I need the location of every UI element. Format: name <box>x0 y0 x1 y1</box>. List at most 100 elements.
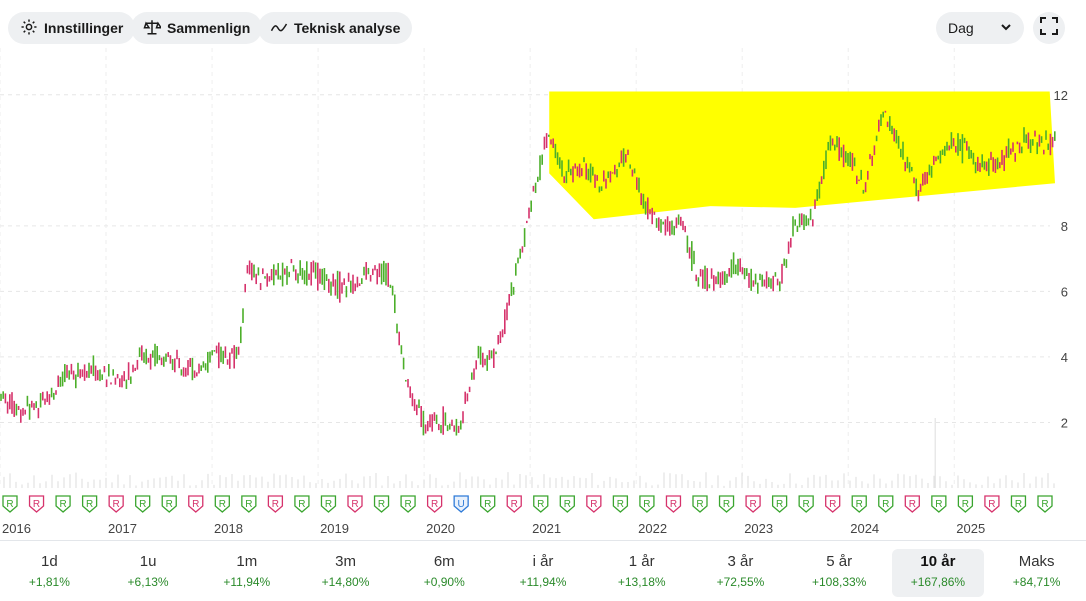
event-label: R <box>882 499 889 510</box>
range-button-1[interactable]: 1u +6,13% <box>102 549 194 597</box>
event-shield-icon <box>798 495 814 513</box>
event-shield-icon <box>320 495 337 513</box>
range-button-10[interactable]: Maks +84,71% <box>991 549 1083 597</box>
event-marker: R <box>28 495 45 513</box>
event-label: R <box>696 499 703 510</box>
event-marker: R <box>984 495 1000 513</box>
event-marker: R <box>373 495 390 513</box>
event-label: R <box>564 499 571 510</box>
event-shield-icon <box>214 495 230 513</box>
price-chart[interactable]: 2 4 6 8 12 2016 2017 2018 2019 2020 2021 2022 2023 20… <box>0 48 1086 540</box>
x-tick-label: 2016 <box>2 521 31 536</box>
event-marker: R <box>2 495 18 513</box>
event-label: R <box>6 499 13 510</box>
event-marker: R <box>55 495 71 513</box>
event-marker: R <box>931 495 947 513</box>
event-label: R <box>776 499 783 510</box>
event-shield-icon <box>957 495 974 513</box>
event-marker: R <box>161 495 177 513</box>
event-marker: R <box>294 495 310 513</box>
event-label: R <box>325 499 332 510</box>
range-button-7[interactable]: 3 år +72,55% <box>694 549 786 597</box>
range-button-8[interactable]: 5 år +108,33% <box>793 549 885 597</box>
event-label: R <box>59 499 66 510</box>
event-label: R <box>1015 499 1022 510</box>
event-shield-icon <box>373 495 390 513</box>
y-tick-label: 8 <box>1061 219 1068 234</box>
compare-button[interactable]: Sammenlign <box>131 12 263 44</box>
event-marker: R <box>108 495 124 513</box>
event-marker: R <box>188 495 204 513</box>
event-shield-icon <box>241 495 257 513</box>
event-shield-icon <box>506 495 522 513</box>
event-shield-icon <box>612 495 629 513</box>
range-change: +11,94% <box>223 575 271 589</box>
event-shield-icon <box>745 495 761 513</box>
x-tick-label: 2018 <box>214 521 243 536</box>
event-shield-icon <box>267 495 284 513</box>
event-marker: R <box>347 495 363 513</box>
event-marker: R <box>851 495 867 513</box>
event-marker: R <box>1037 495 1053 513</box>
event-label: R <box>988 499 995 510</box>
event-marker: R <box>533 495 549 513</box>
event-marker: R <box>798 495 814 513</box>
event-marker: U <box>453 495 469 513</box>
range-button-2[interactable]: 1m +11,94% <box>201 549 293 597</box>
event-label: R <box>378 499 385 510</box>
event-shield-icon <box>1037 495 1053 513</box>
y-tick-label: 12 <box>1054 88 1068 103</box>
range-label: Maks <box>1018 553 1055 570</box>
range-button-6[interactable]: 1 år +13,18% <box>596 549 688 597</box>
fullscreen-button[interactable] <box>1033 12 1065 44</box>
event-shield-icon <box>81 495 98 513</box>
range-change: +13,18% <box>617 575 666 589</box>
scale-icon <box>143 18 163 39</box>
event-label: R <box>298 499 305 510</box>
event-marker: R <box>480 495 496 513</box>
event-label: R <box>1041 499 1048 510</box>
event-shield-icon <box>108 495 124 513</box>
range-label: 5 år <box>826 553 853 570</box>
event-marker: R <box>904 495 920 513</box>
interval-value: Dag <box>948 20 974 36</box>
event-shield-icon <box>533 495 549 513</box>
event-shield-icon <box>453 495 469 513</box>
range-label: 1m <box>236 553 258 570</box>
event-shield-icon <box>426 495 443 513</box>
event-marker: R <box>878 495 894 513</box>
range-button-9[interactable]: 10 år +167,86% <box>891 549 984 597</box>
event-marker: R <box>745 495 761 513</box>
x-tick-label: 2019 <box>320 521 349 536</box>
highlight-band <box>549 91 1055 220</box>
event-marker: R <box>612 495 629 513</box>
event-shield-icon <box>984 495 1000 513</box>
technical-analysis-button[interactable]: Teknisk analyse <box>258 12 413 44</box>
interval-select[interactable]: Dag <box>936 12 1024 44</box>
event-label: R <box>139 499 146 510</box>
range-label: 1 år <box>628 553 655 570</box>
event-marker: R <box>665 495 682 513</box>
range-label: 3m <box>335 553 356 570</box>
settings-button[interactable]: Innstillinger <box>8 12 136 44</box>
event-shield-icon <box>347 495 363 513</box>
event-marker: R <box>400 495 416 513</box>
event-marker: R <box>241 495 257 513</box>
range-button-0[interactable]: 1d +1,81% <box>3 549 95 597</box>
event-label: U <box>458 499 465 510</box>
event-label: R <box>617 499 624 510</box>
event-marker: R <box>135 495 151 513</box>
event-label: R <box>245 499 252 510</box>
range-label: 1u <box>139 553 157 570</box>
event-shield-icon <box>480 495 496 513</box>
range-change: +108,33% <box>811 575 867 589</box>
range-button-4[interactable]: 6m +0,90% <box>398 549 490 597</box>
event-label: R <box>192 499 199 510</box>
technical-analysis-label: Teknisk analyse <box>294 20 401 36</box>
chart-toolbar: Innstillinger Sammenlign Teknisk analyse… <box>0 0 1086 56</box>
event-label: R <box>484 499 491 510</box>
range-button-5[interactable]: i år +11,94% <box>497 549 589 597</box>
range-button-3[interactable]: 3m +14,80% <box>300 549 392 597</box>
range-selector: 1d +1,81% 1u +6,13% 1m +11,94% 3m +14,80% 6m +0,9… <box>0 540 1086 601</box>
event-marker: R <box>81 495 98 513</box>
